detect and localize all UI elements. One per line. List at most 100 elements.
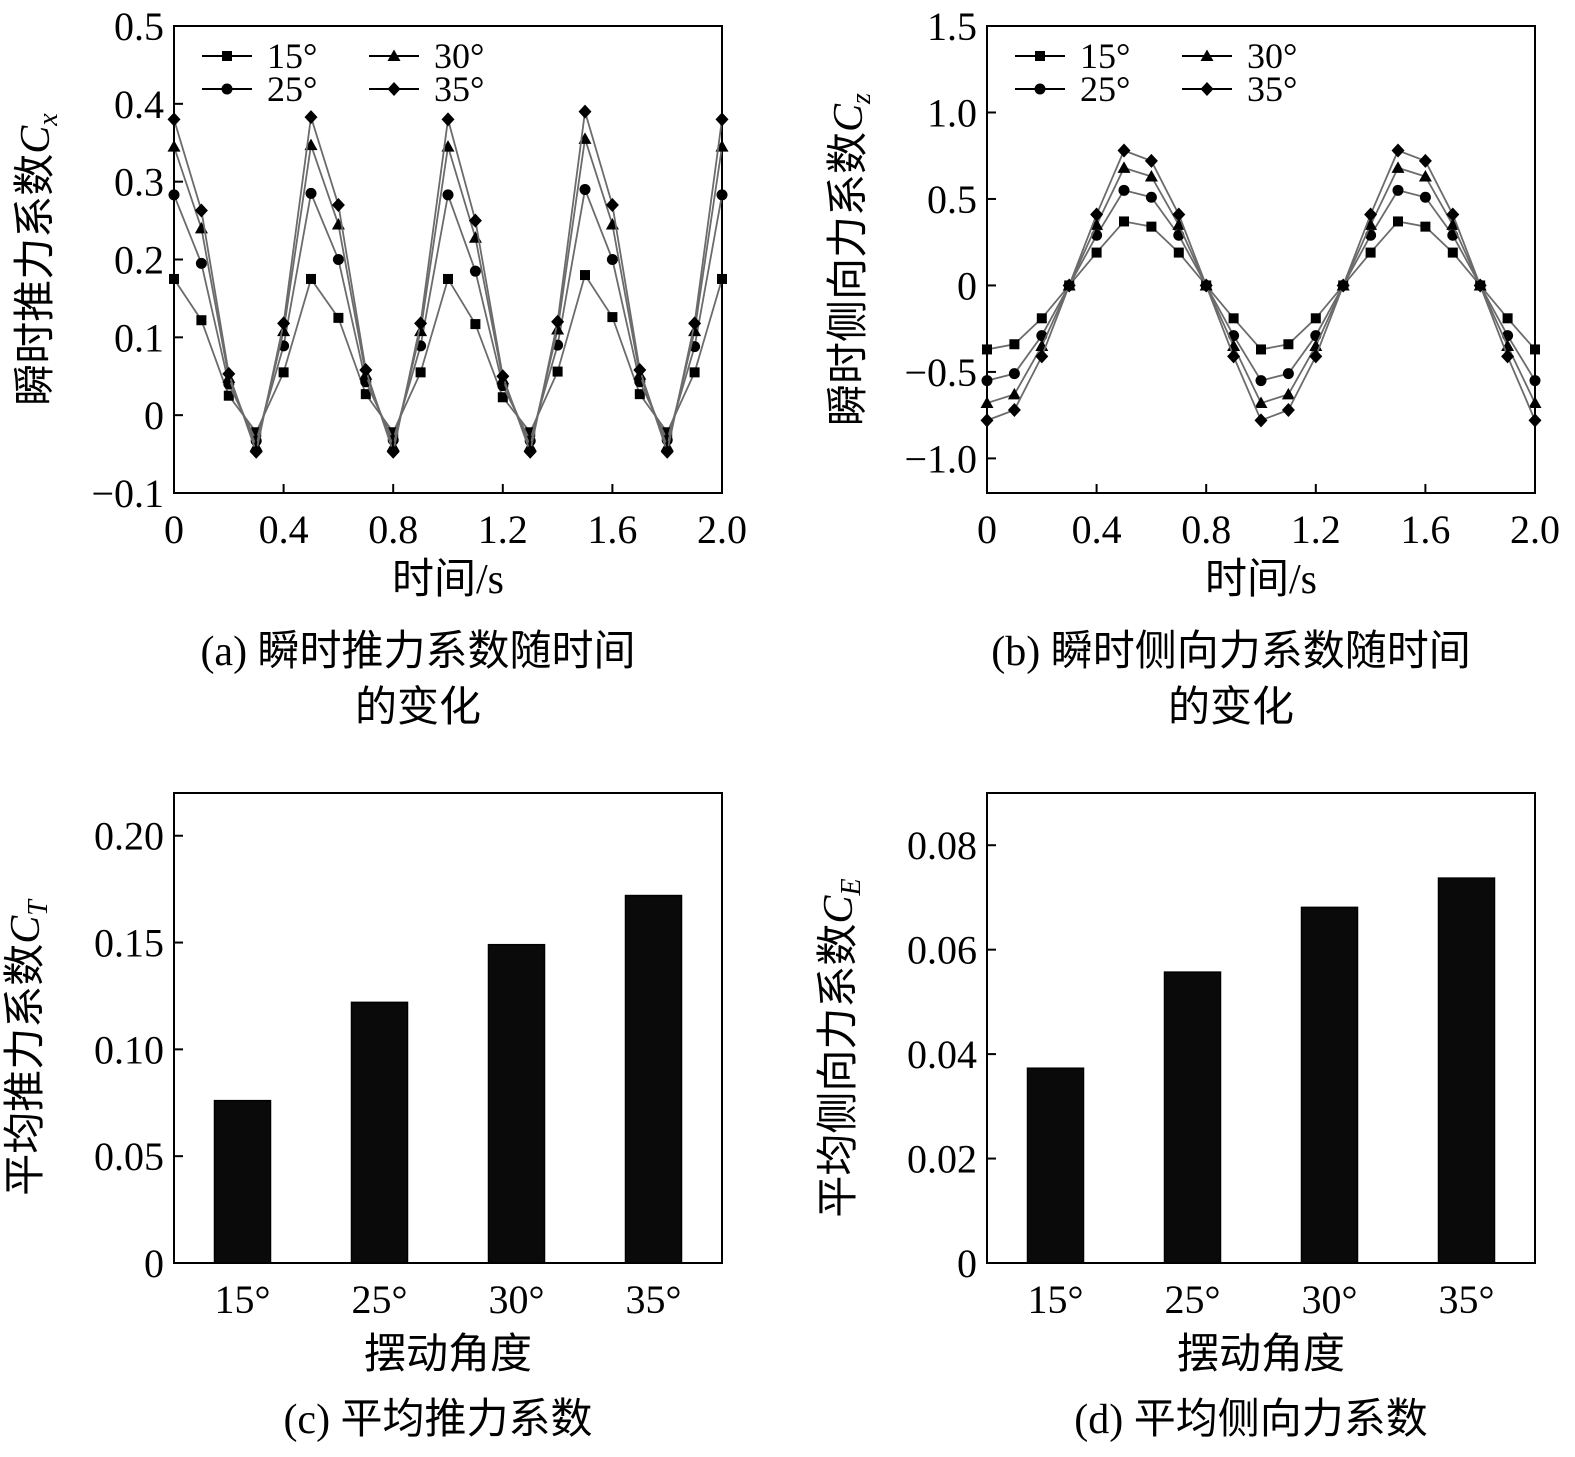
series-35° (980, 143, 1542, 428)
data-point (1364, 207, 1378, 222)
caption-line-2: 的变化 (355, 684, 481, 731)
data-point (1447, 247, 1458, 258)
data-point (470, 319, 481, 330)
legend-marker (1200, 82, 1214, 96)
data-point (1117, 161, 1131, 173)
y-tick-label: 0 (957, 1241, 977, 1286)
legend-marker (387, 82, 401, 96)
legend-marker (1034, 83, 1046, 95)
x-axis-label: 摆动角度 (364, 1332, 532, 1378)
data-point (1036, 313, 1047, 324)
data-point (443, 273, 453, 284)
data-point (579, 183, 591, 195)
y-tick-label: 0 (144, 1241, 164, 1286)
line-chart-b: 0 0.4 0.8 1.2 1.6 2.0 −1.0 −0.5 0 0.5 1.0 1.5 15°25°… (826, 4, 1560, 731)
x-tick-label: 35° (1439, 1277, 1495, 1322)
legend-label: 15° (1080, 36, 1130, 76)
data-point (496, 369, 510, 384)
data-point (196, 315, 207, 326)
y-tick-label: 1.5 (927, 4, 977, 49)
data-point (1254, 413, 1268, 428)
data-point (194, 203, 208, 218)
data-point (1172, 207, 1186, 222)
series-15° (169, 270, 727, 438)
data-point (167, 112, 181, 127)
data-point (551, 323, 565, 335)
y-tick-label: −0.5 (904, 350, 977, 395)
plot-frame (986, 25, 1536, 494)
data-point (168, 189, 180, 201)
data-point (1418, 169, 1432, 182)
data-point (169, 273, 179, 284)
data-point (1091, 247, 1102, 258)
y-axis-label: 瞬时侧向力系数Cz (826, 93, 877, 426)
data-point (633, 363, 647, 378)
data-point (525, 427, 536, 438)
data-point (251, 427, 262, 438)
data-point (1199, 278, 1213, 293)
data-point (1530, 344, 1540, 355)
series-25° (168, 183, 728, 447)
data-point (249, 444, 263, 459)
y-tick-label: 0 (144, 393, 164, 438)
data-point (497, 392, 508, 403)
data-point (223, 390, 234, 401)
data-point (304, 110, 318, 125)
data-point (1364, 218, 1378, 230)
bar-30° (1300, 906, 1359, 1264)
x-tick-label: 0.4 (1072, 507, 1122, 552)
data-point (1118, 184, 1130, 196)
data-point (716, 189, 728, 201)
data-point (552, 366, 563, 377)
line-chart-a: 0 0.4 0.8 1.2 1.6 2.0−0.100.10.20.30.40.515°2… (13, 4, 747, 731)
data-point (277, 324, 291, 337)
data-point (1501, 349, 1515, 364)
data-point (1391, 143, 1405, 158)
data-point (981, 375, 993, 387)
y-tick-label: 0.10 (94, 1027, 164, 1072)
data-point (1281, 402, 1295, 417)
data-point (580, 270, 590, 281)
data-point (1283, 339, 1294, 350)
bar-15° (1026, 1067, 1085, 1264)
data-point (414, 324, 428, 337)
data-point (469, 265, 481, 277)
data-point (689, 367, 700, 378)
x-axis-label: 时间/s (392, 557, 504, 603)
data-point (1392, 184, 1404, 196)
legend-label: 25° (267, 69, 317, 109)
legend-label: 35° (1247, 69, 1297, 109)
bar-15° (213, 1099, 272, 1264)
caption: (d) 平均侧向力系数 (1074, 1397, 1427, 1443)
x-tick-label: 30° (489, 1277, 545, 1322)
x-tick-label: 0 (164, 507, 184, 552)
data-point (980, 396, 994, 409)
data-point (1365, 247, 1376, 258)
data-point (388, 427, 399, 438)
data-point (468, 213, 482, 228)
data-point (578, 104, 592, 119)
data-point (1009, 339, 1020, 350)
data-point (688, 324, 702, 337)
data-point (1420, 221, 1431, 232)
x-tick-label: 25° (352, 1277, 408, 1322)
x-tick-label: 15° (215, 1277, 271, 1322)
legend-label: 15° (267, 36, 317, 76)
data-point (1090, 218, 1104, 230)
y-tick-label: 0.3 (114, 160, 164, 205)
data-point (606, 254, 618, 265)
data-point (305, 187, 317, 199)
data-point (167, 140, 181, 152)
data-point (523, 444, 537, 459)
y-tick-label: −1.0 (904, 436, 977, 481)
y-tick-label: 0.5 (114, 4, 164, 49)
y-axis-label: 瞬时推力系数Cx (13, 113, 64, 406)
bar-30° (487, 943, 546, 1264)
data-point (1228, 313, 1239, 324)
y-axis-label: 平均推力系数CT (3, 898, 54, 1196)
data-point (1144, 169, 1158, 182)
x-tick-label: 1.2 (478, 507, 528, 552)
data-point (468, 231, 482, 243)
data-point (194, 221, 208, 234)
